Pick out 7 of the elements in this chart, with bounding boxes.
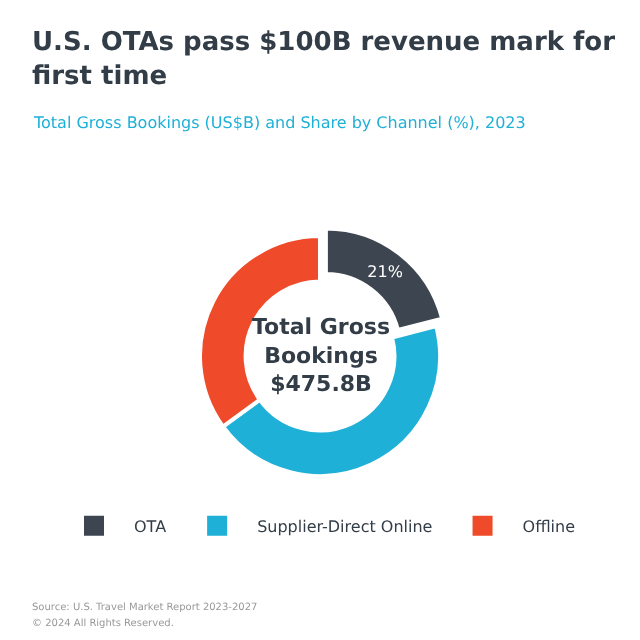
- text: Total Gross Bookings $475.8B: [252, 314, 391, 398]
- legend-label: OTA: [134, 517, 168, 536]
- legend-label: Supplier-Direct Online: [257, 517, 433, 536]
- chart-title: U.S. OTAs pass $100B revenue mark for first time: [32, 28, 617, 92]
- data-label: 21%: [367, 262, 404, 281]
- legend-label: Offline: [522, 517, 576, 536]
- chart-subtitle: Total Gross Bookings (US$B) and Share by Channel (%), 2023: [32, 114, 526, 132]
